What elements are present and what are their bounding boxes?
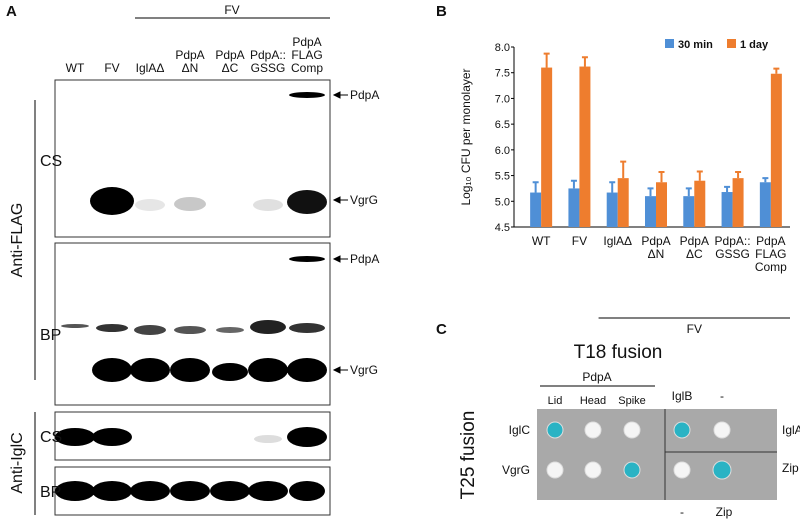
column-label: Zip [716,505,733,519]
column-label: Head [580,395,606,407]
legend-label: 1 day [740,39,769,51]
legend-swatch [665,39,674,48]
x-tick-label: PdpA FLAG Comp [755,234,787,274]
plate [537,409,777,500]
error-bar [609,181,616,193]
column-label: Lid [548,395,563,407]
error-bar [762,177,769,183]
bar [645,196,656,227]
column-label: Spike [618,395,646,407]
bar [579,66,591,228]
bar [541,67,553,227]
bar [606,192,618,227]
error-bar [724,185,731,193]
error-bar [773,67,780,74]
band-label: VgrG [350,193,378,207]
fraction-label: CS [40,153,62,170]
x-tick-label: WT [532,234,551,248]
group-label: FV [224,3,239,17]
legend-label: 30 min [678,39,713,51]
bar [759,182,771,227]
column-label: - [720,389,724,403]
y-axis-label: Log₁₀ CFU per monolayer [459,68,473,205]
bar [656,182,667,227]
bar [617,178,629,227]
bar [732,178,744,227]
panel-letter: C [436,321,447,338]
panel-a: A FV [6,3,379,516]
side-title: T25 fusion [458,411,479,500]
arrows [332,91,348,374]
y-tick-label: 7.5 [495,68,510,80]
spots [546,421,732,480]
lane-label: PdpA:: GSSG [250,48,286,75]
column-label: IglB [672,389,693,403]
bar [530,192,542,227]
panel-c: C T18 fusion T25 fusion PdpA Lid Head Sp… [436,321,800,519]
group-label: PdpA [582,370,611,384]
y-tick-label: 5.5 [495,171,510,183]
panel-letter: A [6,3,17,20]
legend-swatch [727,39,736,48]
error-bar [620,160,627,179]
band-label: PdpA [350,252,379,266]
error-bar [543,52,550,68]
row-label: VgrG [502,463,530,477]
bar [694,180,706,227]
panel-title: T18 fusion [574,342,663,363]
bar [721,192,733,227]
y-tick-label: 6.0 [495,145,510,157]
lane-label: FV [104,61,119,75]
error-bar [685,187,692,197]
fraction-label: BP [40,327,61,344]
error-bar [532,181,539,193]
error-bar [647,187,654,197]
fraction-label: BP [40,484,61,501]
y-tick-label: 5.0 [495,196,510,208]
group-label: FV [687,322,702,336]
row-label: IglC [509,423,531,437]
x-tick-label: FV [572,234,587,248]
y-tick-label: 8.0 [495,42,510,54]
blot [54,79,331,238]
x-tick-label: PdpA:: GSSG [715,234,751,261]
error-bar [581,56,588,67]
x-tick-label: PdpA ΔN [641,234,670,261]
x-tick-label: IglAΔ [603,234,632,248]
lane-label: PdpA FLAG Comp [291,35,323,75]
antibody-label: Anti-IglC [9,432,26,493]
error-bar [570,179,577,189]
antibody-label: Anti-FLAG [9,203,26,278]
error-bar [735,170,742,179]
panel-letter: B [436,3,447,20]
y-tick-label: 4.5 [495,222,510,234]
band-label: VgrG [350,363,378,377]
error-bar [696,170,703,181]
x-tick-label: PdpA ΔC [680,234,709,261]
bands [55,92,327,501]
row-label: IglA [782,423,800,437]
fraction-label: CS [40,429,62,446]
lane-label: IglAΔ [136,61,165,75]
bar [683,196,695,227]
lane-label: PdpA ΔN [175,48,204,75]
column-label: - [680,505,684,519]
band-label: PdpA [350,88,379,102]
bar [568,188,580,227]
row-label: Zip [782,461,799,475]
y-tick-label: 6.5 [495,119,510,131]
y-tick-label: 7.0 [495,93,510,105]
bar [770,73,782,227]
lane-label: PdpA ΔC [215,48,244,75]
lane-label: WT [66,61,85,75]
error-bar [658,170,665,183]
